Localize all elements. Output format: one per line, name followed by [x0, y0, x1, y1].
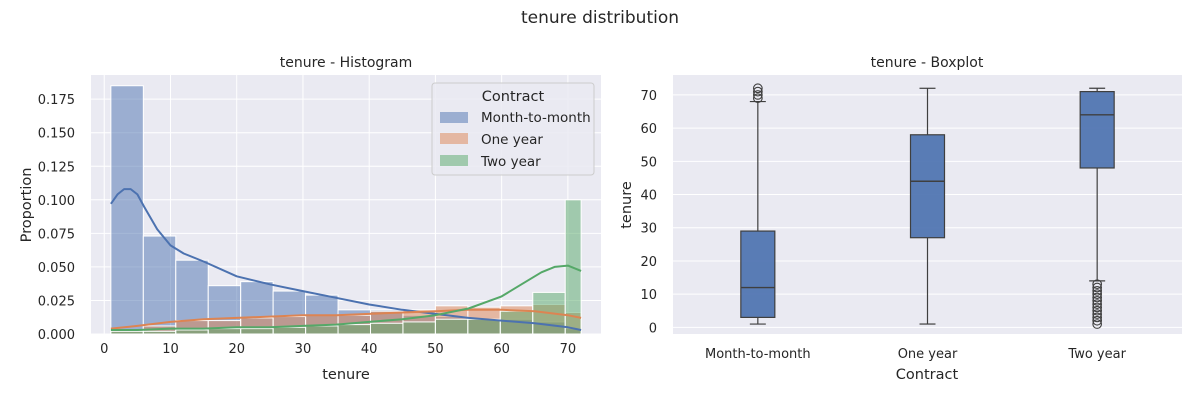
- legend-swatch-two-year: [440, 155, 468, 166]
- histogram-bar-two-year: [142, 330, 177, 335]
- boxplot-y-tick-label: 30: [640, 222, 657, 237]
- histogram-y-tick-label: 0.100: [38, 194, 75, 209]
- box-two-year: [1079, 87, 1115, 329]
- boxplot-y-tick-labels: 0 10 20 30 40 50 60 70: [640, 89, 657, 336]
- legend-label-month-to-month: Month-to-month: [481, 110, 591, 126]
- histogram-bar-two-year: [467, 318, 501, 335]
- boxplot-title: tenure - Boxplot: [871, 55, 984, 71]
- histogram-y-tick-label: 0.175: [38, 93, 75, 108]
- outlier-point: [752, 90, 763, 100]
- outlier-point: [1092, 292, 1103, 303]
- histogram-bar-two-year: [207, 328, 242, 335]
- outlier-point: [1092, 282, 1103, 293]
- legend-label-two-year: Two year: [480, 154, 541, 170]
- outlier-point: [752, 83, 763, 94]
- histogram-y-tick-label: 0.075: [38, 227, 75, 242]
- histogram-y-tick-label: 0.025: [38, 294, 75, 309]
- legend-frame: [431, 82, 595, 176]
- box-iqr: [740, 230, 776, 318]
- outlier-point: [1092, 295, 1103, 306]
- histogram-y-tick-label: 0.000: [38, 328, 75, 343]
- boxplot-y-tick-label: 40: [640, 189, 657, 204]
- boxplot-y-tick-label: 10: [640, 288, 657, 303]
- outlier-point: [1092, 309, 1103, 319]
- kde-line-one-year: [110, 308, 582, 330]
- outlier-point: [752, 93, 763, 104]
- outlier-point: [1092, 285, 1103, 296]
- histogram-panel: 0 10 20 30 40 50 60 70 0.000 0.025 0.050 0.075 0.10…: [19, 55, 601, 383]
- histogram-y-tick-label: 0.050: [38, 261, 75, 276]
- histogram-y-tick-labels: 0.000 0.025 0.050 0.075 0.100 0.125 0.150 0.175: [38, 93, 75, 343]
- boxplot-y-tick-label: 50: [640, 155, 657, 170]
- outlier-point: [1092, 279, 1103, 290]
- boxplot-boxes: [740, 83, 1115, 329]
- box-one-year: [909, 87, 946, 325]
- kde-line-two-year: [110, 264, 582, 331]
- histogram-bar-two-year: [110, 330, 144, 335]
- boxplot-panel: Month-to-month One year Two year 0 10 20 30 40…: [619, 55, 1182, 383]
- histogram-legend: Contract Month-to-month One year Two yea…: [431, 82, 595, 176]
- histogram-title: tenure - Histogram: [280, 55, 413, 71]
- outlier-point: [1092, 315, 1103, 326]
- box-month-to-month: [740, 83, 776, 325]
- legend-label-one-year: One year: [481, 132, 543, 148]
- histogram-x-tick-label: 20: [228, 342, 245, 357]
- histogram-x-tick-label: 10: [162, 342, 179, 357]
- histogram-x-tick-label: 70: [560, 342, 577, 357]
- histogram-x-tick-labels: 0 10 20 30 40 50 60 70: [100, 342, 576, 357]
- boxplot-x-tick-labels: Month-to-month One year Two year: [705, 347, 1127, 362]
- boxplot-y-tick-label: 60: [640, 122, 657, 137]
- boxplot-x-tick-label: Month-to-month: [705, 347, 811, 362]
- boxplot-y-label: tenure: [619, 181, 635, 229]
- histogram-x-tick-label: 30: [295, 342, 312, 357]
- boxplot-y-tick-label: 0: [649, 321, 657, 336]
- boxplot-x-tick-label: One year: [898, 347, 958, 362]
- outlier-point: [1092, 319, 1103, 329]
- outlier-point: [1092, 299, 1103, 309]
- histogram-x-tick-label: 40: [361, 342, 378, 357]
- kde-line-month-to-month: [110, 188, 582, 331]
- histogram-y-tick-label: 0.125: [38, 160, 75, 175]
- histogram-bar-two-year: [305, 325, 339, 335]
- histogram-kde-lines: [110, 188, 582, 331]
- histogram-bar-two-year: [272, 326, 307, 335]
- histogram-bars: [110, 85, 582, 335]
- outlier-point: [1092, 289, 1103, 300]
- boxplot-x-label: Contract: [896, 367, 959, 383]
- boxplot-x-tick-label: Two year: [1067, 347, 1126, 362]
- legend-swatch-month-to-month: [440, 112, 468, 123]
- outlier-point: [1092, 305, 1103, 316]
- histogram-bar-two-year: [240, 328, 274, 335]
- histogram-bar-two-year: [402, 321, 436, 335]
- figure-title: tenure distribution: [521, 8, 679, 28]
- histogram-bar-month-to-month: [110, 85, 144, 335]
- histogram-bar-two-year: [434, 318, 469, 335]
- outlier-point: [752, 86, 763, 97]
- legend-title: Contract: [482, 89, 545, 105]
- legend-swatch-one-year: [440, 133, 468, 144]
- histogram-bar-two-year: [337, 324, 372, 335]
- histogram-x-tick-label: 50: [427, 342, 444, 357]
- box-iqr: [1079, 91, 1115, 169]
- boxplot-y-tick-label: 20: [640, 255, 657, 270]
- histogram-bar-two-year: [370, 322, 404, 335]
- outlier-point: [1092, 312, 1103, 323]
- boxplot-y-tick-label: 70: [640, 89, 657, 104]
- histogram-x-label: tenure: [322, 367, 370, 383]
- histogram-x-tick-label: 60: [493, 342, 510, 357]
- histogram-x-tick-label: 0: [100, 342, 108, 357]
- histogram-bar-two-year: [175, 329, 209, 335]
- outlier-point: [1092, 302, 1103, 313]
- histogram-y-label: Proportion: [19, 168, 35, 243]
- box-iqr: [909, 134, 946, 239]
- histogram-bar-month-to-month: [142, 235, 177, 335]
- histogram-y-tick-label: 0.150: [38, 127, 75, 142]
